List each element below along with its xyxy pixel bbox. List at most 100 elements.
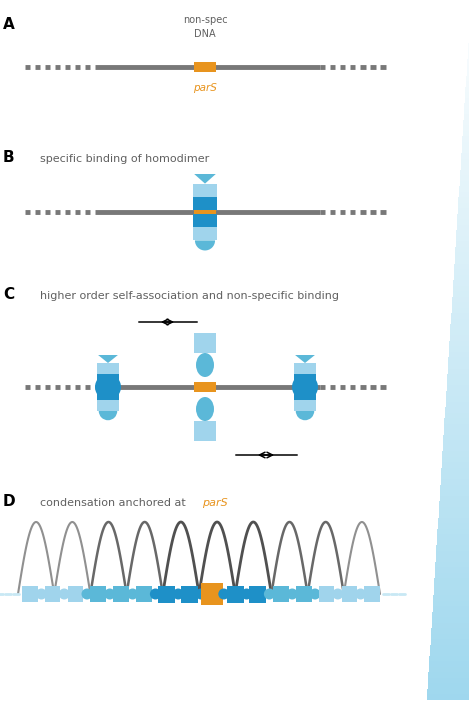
Bar	[427, 695, 469, 700]
Bar	[433, 601, 469, 606]
Bar	[342, 586, 357, 601]
Bar	[459, 192, 469, 197]
Bar	[193, 227, 217, 240]
Bar	[467, 59, 469, 65]
Bar	[454, 269, 469, 274]
Bar	[295, 586, 312, 602]
Circle shape	[287, 588, 298, 599]
Bar	[193, 214, 217, 227]
Bar	[431, 634, 469, 639]
Bar	[227, 586, 244, 602]
Bar	[434, 589, 469, 595]
Bar	[435, 573, 469, 578]
Wedge shape	[99, 411, 117, 420]
Bar	[365, 586, 380, 601]
Bar	[447, 374, 469, 380]
Bar	[455, 258, 469, 264]
Bar	[466, 76, 469, 81]
Bar	[456, 230, 469, 236]
Bar	[446, 401, 469, 407]
Bar	[249, 586, 266, 602]
Bar	[194, 382, 216, 392]
Bar	[457, 214, 469, 219]
Bar	[452, 297, 469, 303]
Bar	[433, 595, 469, 601]
Bar	[444, 435, 469, 440]
Text: C: C	[3, 287, 14, 302]
Bar	[444, 424, 469, 430]
Bar	[443, 440, 469, 446]
Text: D: D	[3, 494, 16, 509]
Bar	[429, 656, 469, 661]
Bar	[449, 352, 469, 357]
Circle shape	[355, 588, 366, 599]
Bar	[294, 389, 316, 400]
Bar	[462, 142, 469, 147]
Bar	[464, 120, 469, 126]
Wedge shape	[195, 240, 215, 251]
Bar	[437, 534, 469, 540]
Bar	[97, 400, 119, 411]
Bar	[436, 557, 469, 562]
Text: B: B	[3, 150, 15, 165]
Bar	[458, 197, 469, 203]
Circle shape	[82, 588, 92, 599]
Bar	[68, 586, 83, 601]
Text: DNA: DNA	[194, 29, 216, 39]
Bar	[462, 136, 469, 142]
Circle shape	[264, 588, 275, 599]
Bar	[446, 396, 469, 401]
Bar	[465, 87, 469, 92]
Bar	[319, 586, 334, 601]
Bar	[434, 584, 469, 589]
Bar	[437, 540, 469, 545]
Bar	[459, 186, 469, 192]
Bar	[431, 628, 469, 634]
Bar	[458, 208, 469, 214]
Bar	[439, 507, 469, 512]
Bar	[428, 672, 469, 678]
Bar	[467, 65, 469, 70]
Bar	[97, 363, 119, 374]
Bar	[446, 391, 469, 396]
Bar	[193, 197, 217, 210]
Bar	[428, 689, 469, 695]
Bar	[454, 264, 469, 269]
Bar	[432, 612, 469, 617]
Bar	[431, 622, 469, 628]
Bar	[433, 606, 469, 612]
Bar	[458, 203, 469, 208]
Bar	[428, 684, 469, 689]
Bar	[454, 274, 469, 280]
Bar	[449, 347, 469, 352]
Bar	[201, 583, 223, 605]
Bar	[464, 109, 469, 114]
Bar	[434, 578, 469, 584]
Bar	[181, 586, 198, 602]
Bar	[432, 617, 469, 622]
Bar	[465, 97, 469, 103]
Bar	[194, 333, 216, 353]
Bar	[460, 170, 469, 175]
Bar	[436, 551, 469, 557]
Bar	[441, 468, 469, 474]
Bar	[456, 241, 469, 247]
Bar	[45, 586, 61, 601]
Polygon shape	[194, 174, 216, 183]
Bar	[194, 421, 216, 441]
Ellipse shape	[196, 353, 214, 377]
Circle shape	[292, 374, 318, 400]
Bar	[448, 363, 469, 368]
Bar	[435, 567, 469, 573]
Bar	[460, 180, 469, 186]
Bar	[430, 645, 469, 651]
Bar	[452, 303, 469, 308]
Bar	[445, 413, 469, 418]
Bar	[450, 330, 469, 335]
Circle shape	[310, 588, 320, 599]
Bar	[453, 280, 469, 286]
Circle shape	[104, 588, 115, 599]
Bar	[461, 153, 469, 159]
Bar	[452, 308, 469, 313]
Bar	[440, 490, 469, 495]
